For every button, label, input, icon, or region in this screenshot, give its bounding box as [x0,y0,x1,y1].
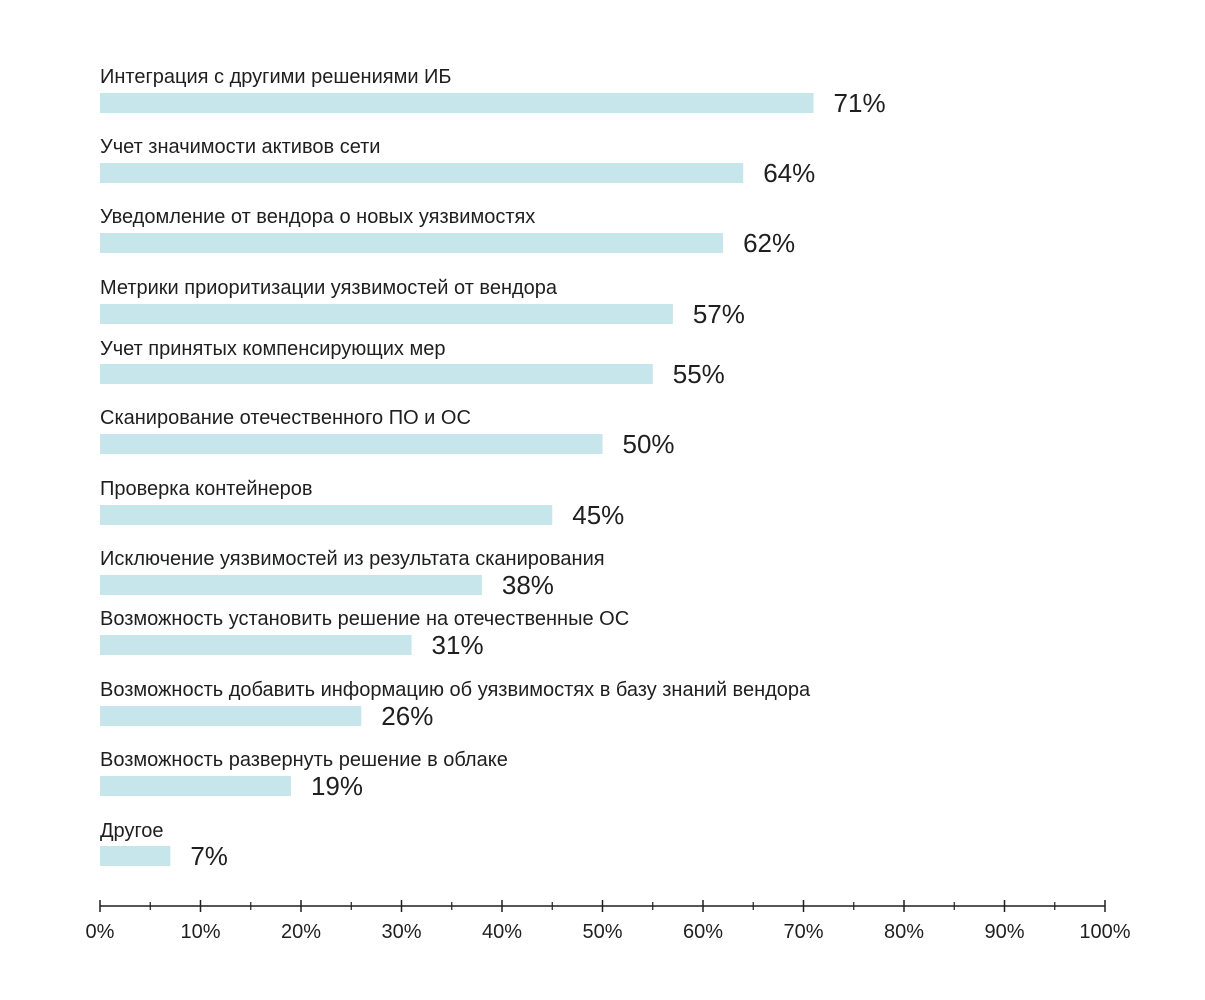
value-label: 50% [623,429,675,459]
category-label: Метрики приоритизации уязвимостей от вен… [100,277,558,299]
value-label: 57% [693,299,745,329]
value-label: 62% [743,228,795,258]
category-label: Учет значимости активов сети [100,136,380,158]
bar [100,163,744,183]
bar [100,233,724,253]
x-tick-label: 50% [582,921,622,943]
value-label: 55% [673,359,725,389]
category-label: Возможность добавить информацию об уязви… [100,679,811,701]
value-label: 31% [432,630,484,660]
x-tick-label: 40% [482,921,522,943]
x-tick-label: 10% [180,921,220,943]
bars-group: Интеграция с другими решениями ИБ 71% Учет… [100,66,886,871]
category-label: Проверка контейнеров [100,478,313,500]
bar [100,505,553,525]
bar [100,706,362,726]
value-label: 26% [381,701,433,731]
value-label: 45% [572,500,624,530]
x-tick-label: 0% [86,921,115,943]
x-tick-label: 60% [683,921,723,943]
bar [100,93,814,113]
x-tick-label: 90% [984,921,1024,943]
x-tick-label: 30% [381,921,421,943]
bar [100,304,673,324]
category-label: Возможность установить решение на отечес… [100,608,629,630]
category-label: Интеграция с другими решениями ИБ [100,66,452,88]
bar [100,575,482,595]
bar [100,635,412,655]
category-label: Исключение уязвимостей из результата ска… [100,548,605,570]
category-label: Учет принятых компенсирующих мер [100,338,446,360]
value-label: 7% [190,841,228,871]
x-axis: 0% 10% 20% 30% 40% 50% 60% 70% 80% 90% 100% [86,900,1131,943]
category-label: Возможность развернуть решение в облаке [100,749,508,771]
bar [100,846,171,866]
x-tick-label: 80% [884,921,924,943]
bar [100,776,291,796]
value-label: 64% [763,158,815,188]
category-label: Уведомление от вендора о новых уязвимост… [100,206,535,228]
category-label: Другое [100,820,164,842]
bar [100,364,653,384]
value-label: 71% [834,88,886,118]
bar [100,434,603,454]
x-tick-label: 100% [1079,921,1130,943]
x-tick-label: 70% [783,921,823,943]
value-label: 38% [502,570,554,600]
x-tick-label: 20% [281,921,321,943]
value-label: 19% [311,771,363,801]
category-label: Сканирование отечественного ПО и ОС [100,407,471,429]
